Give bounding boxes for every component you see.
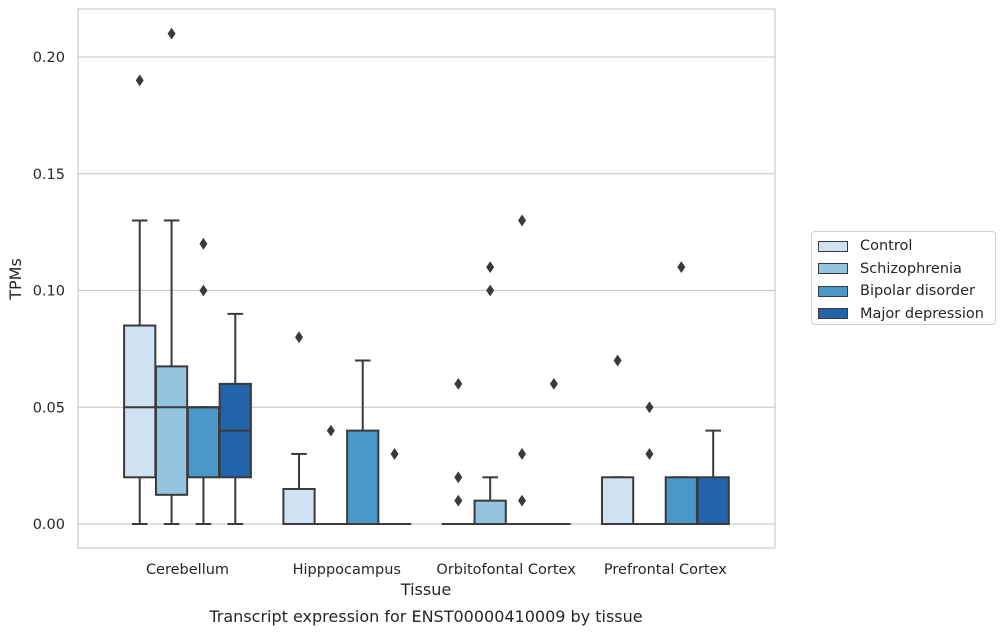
y-axis-ticks: 0.00 0.05 0.10 0.15 0.20 xyxy=(33,50,65,533)
outlier-point xyxy=(645,448,654,460)
x-axis-title: Tissue xyxy=(400,580,451,599)
outlier-point xyxy=(199,237,208,250)
box-control-prefrontal-cortex xyxy=(600,354,635,525)
chart-caption: Transcript expression for ENST0000041000… xyxy=(208,607,642,626)
plot-area-frame xyxy=(77,8,776,549)
outlier-point xyxy=(454,471,463,484)
legend-swatch-schizophrenia xyxy=(818,263,848,275)
box-schizophrenia-cerebellum xyxy=(154,27,189,525)
box-body xyxy=(600,476,635,525)
box-body xyxy=(473,499,507,525)
box-control-hipppocampus xyxy=(282,331,316,526)
box-bipolar-disorder-cerebellum xyxy=(186,237,221,525)
outlier-point xyxy=(135,74,144,87)
box-schizophrenia-orbitofontal-cortex xyxy=(473,261,507,525)
legend-swatch-major-depression xyxy=(818,308,848,320)
outlier-point xyxy=(486,261,495,274)
box-body xyxy=(282,487,316,526)
outlier-point xyxy=(518,448,527,460)
x-tick-label: Prefrontal Cortex xyxy=(604,562,727,578)
box-series xyxy=(123,27,730,526)
legend-swatch-bipolar-disorder xyxy=(818,285,848,297)
box-major-depression-cerebellum xyxy=(218,312,252,525)
outlier-point xyxy=(326,424,335,437)
legend: Control Schizophrenia Bipolar disorder M… xyxy=(811,231,996,325)
box-body xyxy=(186,406,221,479)
box-bipolar-disorder-orbitofontal-cortex xyxy=(505,214,539,526)
y-axis-title: TPMs xyxy=(6,258,25,301)
outlier-point xyxy=(677,261,686,274)
outlier-point xyxy=(645,401,654,414)
outlier-point xyxy=(454,378,463,390)
outlier-point xyxy=(518,214,527,227)
box-bipolar-disorder-prefrontal-cortex xyxy=(664,261,698,525)
outlier-point xyxy=(518,494,527,507)
box-body xyxy=(696,476,730,525)
legend-item-schizophrenia: Schizophrenia xyxy=(818,258,995,281)
x-tick-label: Orbitofontal Cortex xyxy=(436,562,576,578)
legend-swatch-control xyxy=(818,240,848,252)
legend-item-bipolar-disorder: Bipolar disorder xyxy=(818,280,995,303)
box-major-depression-prefrontal-cortex xyxy=(696,429,730,525)
y-tick-label: 0.10 xyxy=(33,284,65,300)
series-schizophrenia xyxy=(154,27,667,526)
legend-item-major-depression: Major depression xyxy=(818,303,995,326)
box-control-orbitofontal-cortex xyxy=(441,378,475,526)
box-body xyxy=(154,365,189,496)
box-schizophrenia-hipppocampus xyxy=(314,424,348,526)
box-major-depression-orbitofontal-cortex xyxy=(537,378,571,526)
x-axis-ticks: Cerebellum Hipppocampus Orbitofontal Corte… xyxy=(146,562,727,578)
legend-label-schizophrenia: Schizophrenia xyxy=(860,260,962,277)
box-control-cerebellum xyxy=(123,74,157,525)
legend-label-major-depression: Major depression xyxy=(860,305,984,322)
y-tick-label: 0.15 xyxy=(33,167,65,183)
outlier-point xyxy=(486,284,495,297)
box-body xyxy=(346,429,380,526)
y-tick-label: 0.05 xyxy=(33,400,65,416)
x-tick-label: Cerebellum xyxy=(146,562,229,578)
box-bipolar-disorder-hipppocampus xyxy=(346,359,380,526)
outlier-point xyxy=(549,378,558,390)
box-schizophrenia-prefrontal-cortex xyxy=(632,401,667,526)
outlier-point xyxy=(454,494,463,507)
outlier-point xyxy=(167,27,176,40)
box-major-depression-hipppocampus xyxy=(377,448,412,526)
legend-label-bipolar-disorder: Bipolar disorder xyxy=(860,283,975,300)
series-major-depression xyxy=(218,312,730,526)
outlier-point xyxy=(390,448,399,460)
x-tick-label: Hipppocampus xyxy=(293,562,401,578)
outlier-point xyxy=(199,284,208,297)
outlier-point xyxy=(613,354,622,367)
y-tick-label: 0.20 xyxy=(33,50,65,66)
outlier-point xyxy=(295,331,304,344)
box-body xyxy=(123,324,157,479)
legend-item-control: Control xyxy=(818,235,995,258)
legend-label-control: Control xyxy=(860,238,913,255)
series-bipolar-disorder xyxy=(186,214,698,526)
y-tick-label: 0.00 xyxy=(33,517,65,533)
box-body xyxy=(664,476,698,525)
